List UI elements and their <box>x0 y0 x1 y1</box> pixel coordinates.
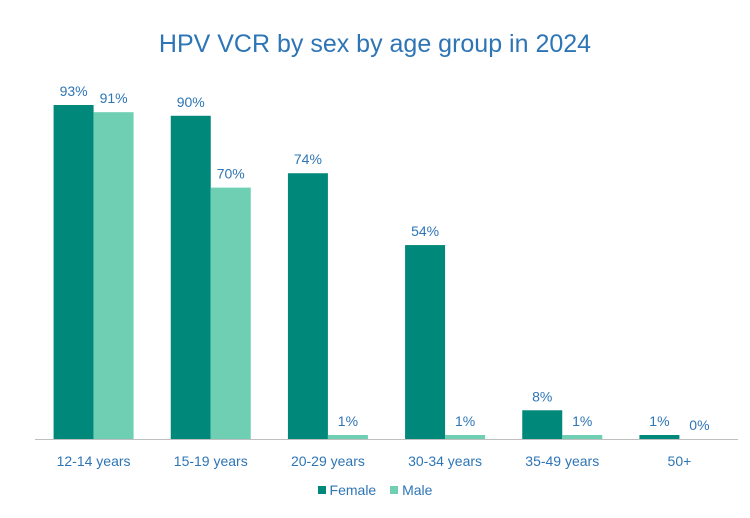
x-tick-label-12-14-years: 12-14 years <box>57 453 131 469</box>
bar-female-12-14-years <box>53 105 94 439</box>
data-label-female-15-19-years: 90% <box>177 94 205 110</box>
bar-female-15-19-years <box>170 115 211 439</box>
x-tick-label-35-49-years: 35-49 years <box>525 453 599 469</box>
chart-legend: Female Male <box>0 482 750 498</box>
data-label-male-20-29-years: 1% <box>338 413 358 429</box>
data-label-female-50: 1% <box>649 413 669 429</box>
data-label-female-12-14-years: 93% <box>60 83 88 99</box>
legend-item-male: Male <box>390 482 432 498</box>
data-label-male-15-19-years: 70% <box>217 166 245 182</box>
bar-female-35-49-years <box>522 410 563 439</box>
bar-male-15-19-years <box>210 187 251 439</box>
bar-female-50 <box>639 435 680 439</box>
bar-male-20-29-years <box>327 435 368 439</box>
data-label-female-35-49-years: 8% <box>532 388 552 404</box>
data-label-male-30-34-years: 1% <box>455 413 475 429</box>
data-label-male-35-49-years: 1% <box>572 413 592 429</box>
x-tick-label-30-34-years: 30-34 years <box>408 453 482 469</box>
data-label-male-50: 0% <box>689 417 709 433</box>
legend-item-female: Female <box>317 482 377 498</box>
data-label-female-30-34-years: 54% <box>411 223 439 239</box>
legend-swatch-male <box>390 486 399 495</box>
bar-male-35-49-years <box>562 435 603 439</box>
x-tick-label-15-19-years: 15-19 years <box>174 453 248 469</box>
chart-title: HPV VCR by sex by age group in 2024 <box>158 30 592 58</box>
x-tick-label-20-29-years: 20-29 years <box>291 453 365 469</box>
bar-female-20-29-years <box>287 173 328 439</box>
legend-label-male: Male <box>402 482 433 498</box>
data-label-female-20-29-years: 74% <box>294 151 322 167</box>
bar-male-12-14-years <box>93 112 134 439</box>
legend-swatch-female <box>317 486 326 495</box>
data-label-male-12-14-years: 91% <box>100 90 128 106</box>
bar-female-30-34-years <box>405 245 446 439</box>
legend-label-female: Female <box>329 482 377 498</box>
x-tick-label-50: 50+ <box>668 453 692 469</box>
bar-male-30-34-years <box>445 435 486 439</box>
